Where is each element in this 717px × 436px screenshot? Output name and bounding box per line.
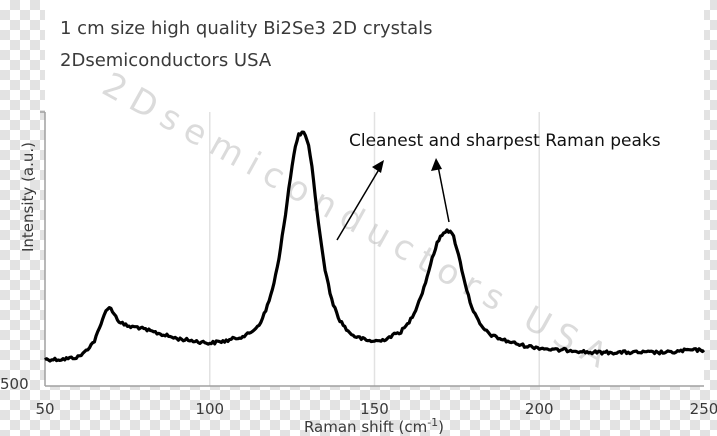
x-axis-title-close: ) [438,418,444,436]
x-tick-label-150: 150 [360,400,389,418]
x-tick-label-250: 250 [690,400,717,418]
raman-spectrum-line [44,130,706,363]
annotation-arrowhead-right [431,158,442,171]
x-tick-labels: 50 100 150 200 250 [35,400,717,418]
y-tick-label-500: 500 [0,375,29,393]
annotation-arrowhead-left [372,160,384,173]
chart-title-line-1: 1 cm size high quality Bi2Se3 2D crystal… [60,18,433,39]
y-axis-title: Intensity (a.u.) [19,142,37,252]
annotation-text: Cleanest and sharpest Raman peaks [349,131,661,151]
x-tick-label-200: 200 [525,400,554,418]
x-axis-title: Raman shift (cm-1) [304,416,444,436]
x-axis-title-superscript: -1 [427,416,438,429]
chart-title-line-2: 2Dsemiconductors USA [60,50,272,71]
annotation-arrow-left [336,165,382,241]
x-tick-label-50: 50 [35,400,54,418]
x-tick-label-100: 100 [195,400,224,418]
annotation-arrow-right [437,165,450,223]
x-axis-title-main: Raman shift (cm [304,418,427,436]
